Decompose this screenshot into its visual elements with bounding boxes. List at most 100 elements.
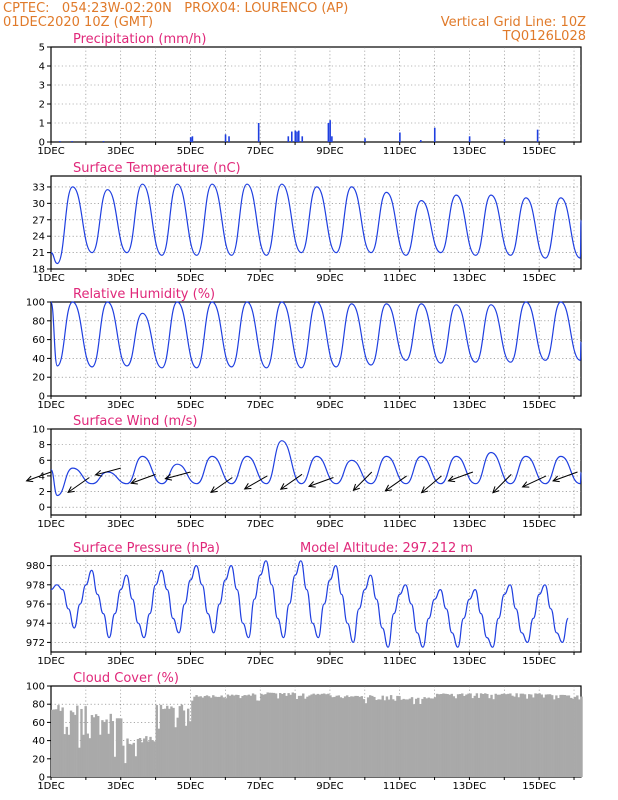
y-tick-label: 10 — [32, 425, 45, 436]
cloud-bar — [262, 694, 265, 777]
x-tick-label: 3DEC — [107, 273, 134, 284]
cloud-bar — [172, 707, 175, 777]
cloud-bar — [410, 697, 414, 777]
precip-bar — [536, 129, 539, 142]
precip-bar — [224, 134, 227, 142]
cloud-bar — [473, 695, 476, 777]
y-tick-label: 100 — [26, 682, 45, 693]
cloud-bar — [228, 695, 232, 777]
cloud-bar — [400, 699, 403, 777]
wind-arrowhead — [384, 484, 393, 492]
x-tick-label: 5DEC — [177, 146, 204, 157]
panel-title: Surface Wind (m/s) — [73, 414, 197, 429]
cloud-bar — [448, 694, 451, 777]
cloud-bar — [354, 695, 357, 777]
x-tick-label: 1DEC — [37, 781, 64, 792]
cloud-bar — [270, 692, 274, 777]
cloud-bar — [484, 693, 487, 777]
x-tick-label: 1DEC — [37, 273, 64, 284]
panel-title: Relative Humidity (%) — [73, 287, 215, 302]
x-tick-label: 9DEC — [316, 400, 343, 411]
cloud-bar — [279, 692, 282, 777]
cloud-bar — [205, 695, 209, 777]
precip-bar — [296, 131, 298, 142]
cloud-bar — [373, 696, 376, 777]
cloud-bar — [316, 693, 320, 777]
cloud-bar — [130, 744, 133, 777]
cloud-bar — [107, 733, 110, 777]
cloud-bar — [101, 720, 104, 777]
cloud-bar — [260, 693, 263, 777]
cloud-bar — [540, 694, 543, 777]
y-tick-label: 4 — [39, 62, 45, 73]
cloud-bar — [69, 710, 73, 777]
cloud-bar — [168, 708, 171, 777]
cloud-bar — [281, 693, 284, 777]
cloud-bar — [569, 697, 573, 777]
cloud-bar — [561, 694, 564, 777]
cloud-bar — [197, 696, 200, 777]
cloud-bar — [358, 696, 361, 777]
cloud-bar — [147, 741, 150, 777]
x-tick-label: 9DEC — [316, 273, 343, 284]
wind-arrowhead — [279, 483, 288, 490]
cloud-bar — [471, 698, 474, 777]
cloud-bar — [532, 697, 535, 777]
cloud-bar — [513, 696, 516, 777]
panel-frame-1 — [50, 175, 582, 270]
wind-arrow — [26, 471, 52, 482]
x-tick-label: 11DEC — [383, 273, 417, 284]
cloud-bar — [241, 695, 244, 777]
cloud-bar — [379, 699, 382, 777]
wind-arrowhead — [492, 486, 500, 494]
cloud-bar — [210, 697, 213, 777]
wind-arrow — [280, 473, 303, 490]
wind-arrow — [308, 477, 334, 487]
y-tick-label: 33 — [32, 182, 45, 193]
x-tick-label: 9DEC — [316, 781, 343, 792]
cloud-bar — [341, 698, 345, 777]
cloud-bar — [490, 694, 493, 777]
cloud-bar — [308, 695, 311, 777]
panel-title: Surface Temperature (nC) — [73, 161, 241, 176]
y-tick-label: 0 — [39, 773, 45, 784]
cloud-bar — [201, 697, 205, 777]
panel-frame-2 — [50, 301, 582, 397]
cloud-bar — [565, 695, 569, 777]
cloud-bar — [452, 696, 456, 777]
cloud-bar — [404, 699, 407, 777]
wind-arrow — [492, 473, 512, 494]
x-tick-label: 5DEC — [177, 400, 204, 411]
x-tick-label: 13DEC — [453, 273, 487, 284]
cloud-bar — [366, 697, 370, 777]
x-tick-label: 7DEC — [247, 146, 274, 157]
cloud-bar — [364, 703, 368, 777]
precip-bar — [71, 141, 73, 142]
series-line — [50, 183, 582, 265]
x-tick-label: 13DEC — [453, 781, 487, 792]
x-tick-label: 3DEC — [107, 146, 134, 157]
cloud-bar — [574, 696, 577, 777]
cloud-bar — [408, 698, 412, 777]
cloud-bar — [149, 736, 152, 777]
y-tick-label: 1 — [39, 119, 45, 130]
cloud-bar — [433, 697, 437, 777]
cloud-bar — [542, 697, 546, 777]
cloud-bar — [402, 698, 405, 777]
cloud-bar — [136, 738, 140, 777]
cloud-bar — [394, 700, 397, 777]
wind-arrowhead — [25, 475, 34, 483]
x-tick-label: 11DEC — [383, 400, 417, 411]
y-tick-label: 20 — [32, 754, 45, 765]
cloud-bar — [216, 696, 219, 777]
cloud-bar — [128, 743, 131, 777]
wind-arrow — [385, 475, 407, 492]
cloud-bar — [423, 697, 426, 777]
precip-bar — [399, 132, 401, 142]
cloud-bar — [314, 694, 317, 777]
precip-bar — [503, 139, 506, 142]
panel-frame-0 — [50, 46, 582, 143]
x-tick-label: 13DEC — [453, 519, 487, 530]
cloud-bar — [381, 695, 384, 777]
